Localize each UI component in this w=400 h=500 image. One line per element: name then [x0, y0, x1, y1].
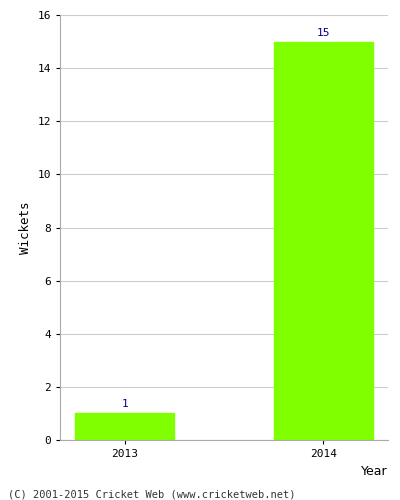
Y-axis label: Wickets: Wickets	[19, 201, 32, 254]
Text: 15: 15	[317, 28, 330, 38]
Bar	[75, 414, 174, 440]
X-axis label: Year: Year	[361, 464, 388, 477]
Text: 1: 1	[121, 400, 128, 409]
Text: (C) 2001-2015 Cricket Web (www.cricketweb.net): (C) 2001-2015 Cricket Web (www.cricketwe…	[8, 490, 296, 500]
Bar	[274, 42, 373, 440]
